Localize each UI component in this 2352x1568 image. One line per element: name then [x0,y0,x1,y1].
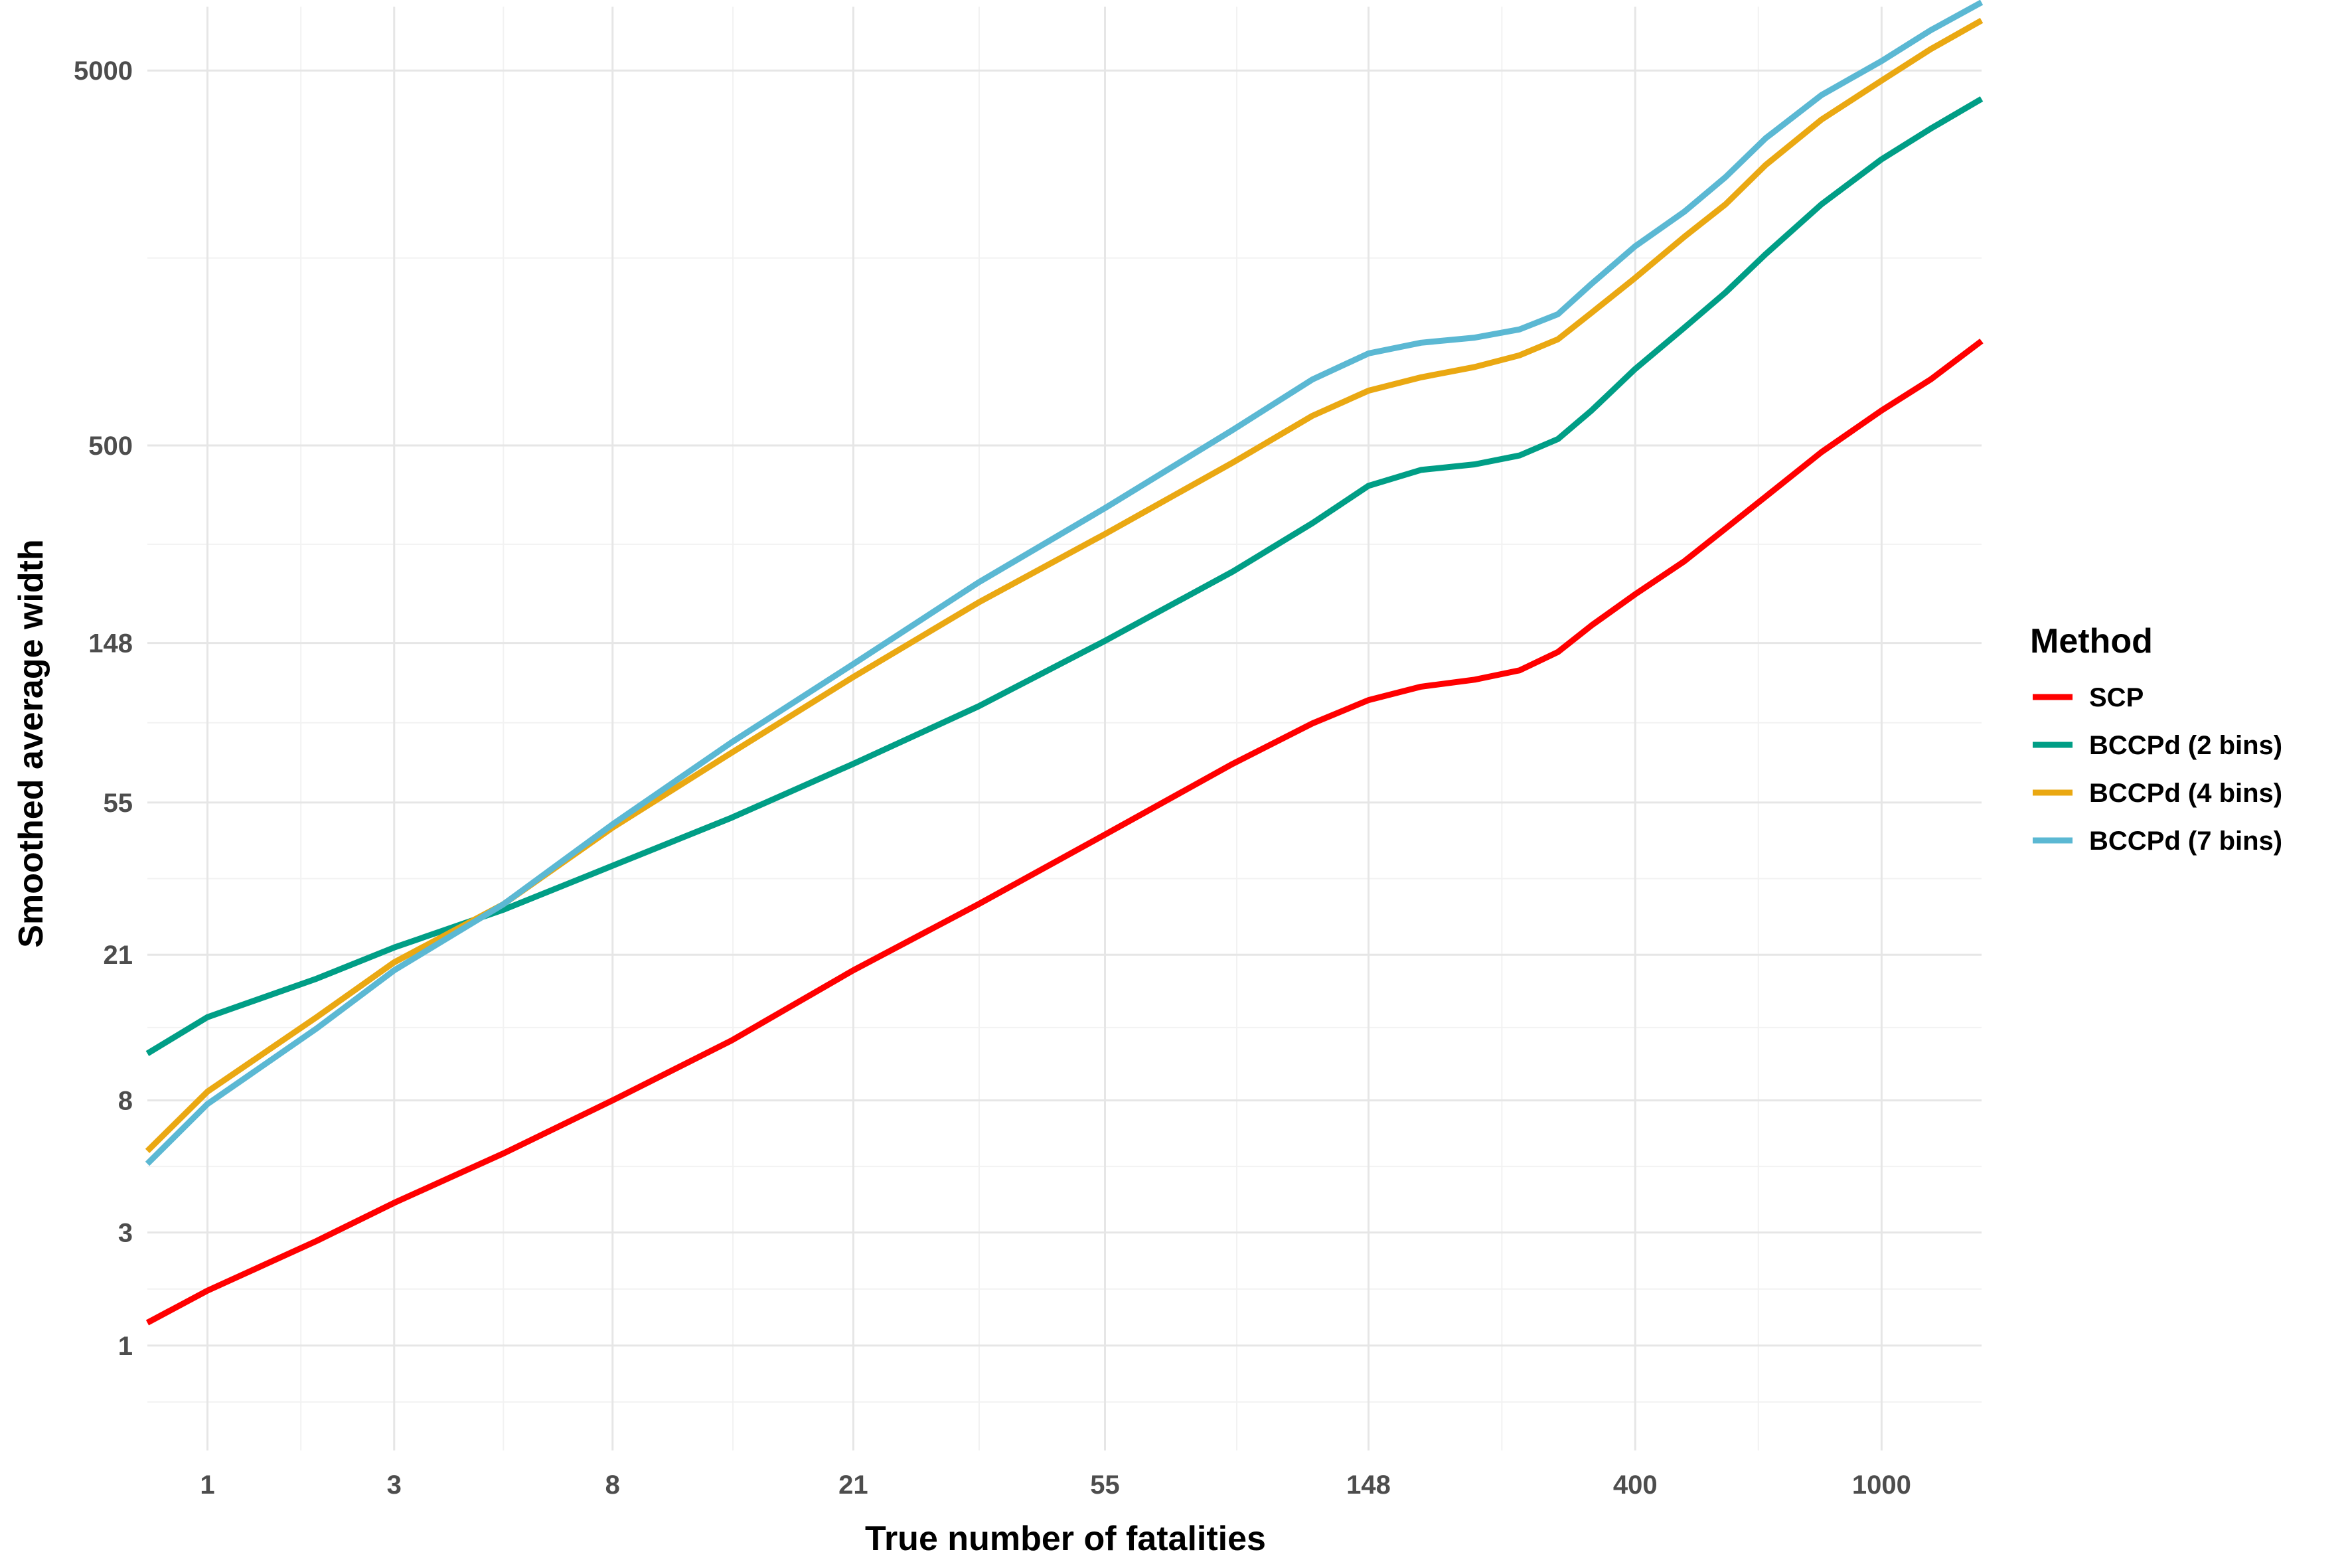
x-tick-label: 55 [1090,1470,1120,1500]
legend-label: BCCPd (4 bins) [2089,779,2282,808]
y-axis-ticks: 1 3 8 21 55 148 500 5000 [74,56,133,1361]
x-tick-label: 8 [605,1470,620,1500]
series-line-bccpd-7-bins [145,0,1984,1166]
legend-item: BCCPd (4 bins) [2033,779,2282,808]
x-tick-label: 148 [1346,1470,1391,1500]
series-line-scp [145,339,1984,1326]
x-tick-label: 400 [1613,1470,1658,1500]
y-tick-label: 500 [88,431,133,461]
y-tick-label: 55 [104,789,133,818]
x-tick-label: 1000 [1852,1470,1911,1500]
x-axis-ticks: 1 3 8 21 55 148 400 1000 [200,1470,1911,1500]
x-tick-label: 21 [838,1470,868,1500]
y-tick-label: 148 [88,629,133,659]
x-tick-label: 1 [200,1470,214,1500]
legend-item: BCCPd (7 bins) [2033,826,2282,856]
legend-items: SCP BCCPd (2 bins) BCCPd (4 bins) BCCPd (7 … [2033,683,2282,856]
legend-label: BCCPd (7 bins) [2089,826,2282,856]
series-line-bccpd-2-bins [145,96,1984,1056]
y-tick-label: 8 [118,1087,133,1116]
legend-item: SCP [2033,683,2144,712]
y-tick-label: 21 [104,941,133,970]
grid [147,7,1982,1450]
y-tick-label: 5000 [74,56,133,86]
x-tick-label: 3 [387,1470,402,1500]
legend-label: BCCPd (2 bins) [2089,731,2282,760]
legend-item: BCCPd (2 bins) [2033,731,2282,760]
x-axis-title: True number of fatalities [865,1520,1266,1558]
legend-label: SCP [2089,683,2144,712]
legend-title: Method [2030,622,2153,661]
legend: Method SCP BCCPd (2 bins) BCCPd (4 bins) BC… [2030,622,2282,856]
y-tick-label: 3 [118,1219,133,1248]
y-tick-label: 1 [118,1332,133,1361]
series-layer [145,0,1984,1326]
y-axis-title: Smoothed average width [12,539,50,947]
